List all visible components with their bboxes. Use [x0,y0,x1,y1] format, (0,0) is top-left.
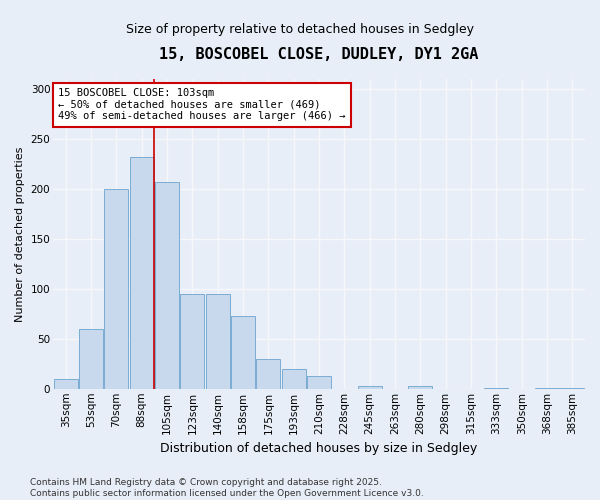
Text: 15 BOSCOBEL CLOSE: 103sqm
← 50% of detached houses are smaller (469)
49% of semi: 15 BOSCOBEL CLOSE: 103sqm ← 50% of detac… [58,88,346,122]
Bar [104,189,128,389]
Bar [281,369,306,389]
Bar [206,294,230,389]
Bar [54,379,78,389]
Bar [181,294,205,389]
Bar [130,157,154,389]
Bar [256,359,280,389]
Bar [79,329,103,389]
Y-axis label: Number of detached properties: Number of detached properties [15,146,25,322]
Text: Size of property relative to detached houses in Sedgley: Size of property relative to detached ho… [126,22,474,36]
Bar [307,376,331,389]
Bar [484,388,508,389]
X-axis label: Distribution of detached houses by size in Sedgley: Distribution of detached houses by size … [160,442,478,455]
Bar [231,316,255,389]
Title: 15, BOSCOBEL CLOSE, DUDLEY, DY1 2GA: 15, BOSCOBEL CLOSE, DUDLEY, DY1 2GA [160,48,479,62]
Bar [560,388,584,389]
Text: Contains HM Land Registry data © Crown copyright and database right 2025.
Contai: Contains HM Land Registry data © Crown c… [30,478,424,498]
Bar [358,386,382,389]
Bar [409,386,433,389]
Bar [155,182,179,389]
Bar [535,388,559,389]
